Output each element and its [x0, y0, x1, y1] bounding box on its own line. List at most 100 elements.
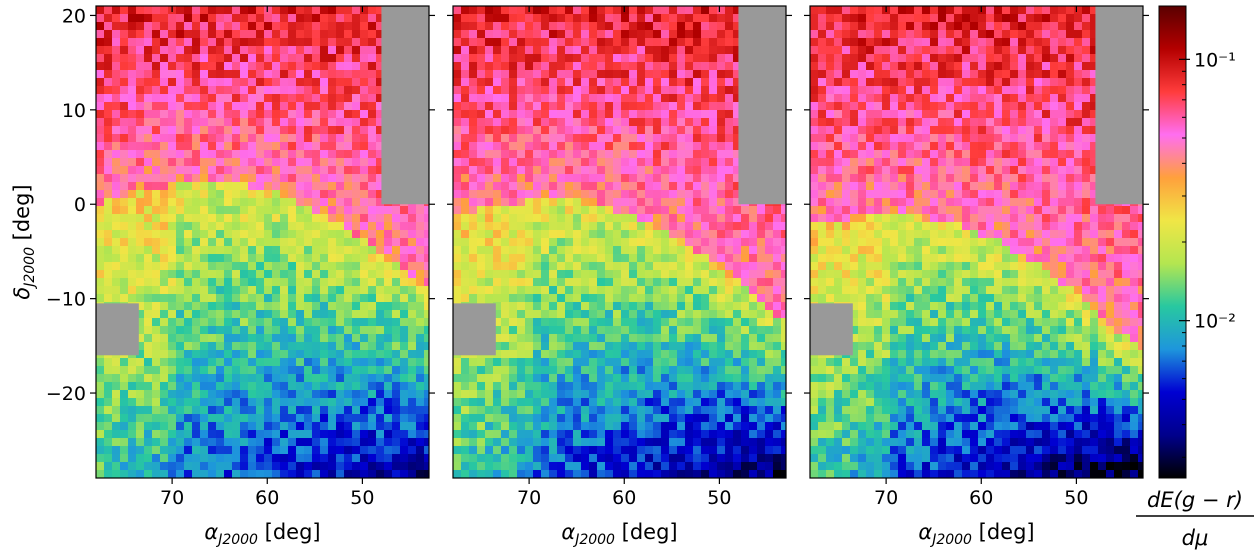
heatmap-cell: [525, 334, 534, 343]
heatmap-cell: [352, 454, 361, 463]
heatmap-cell: [493, 470, 502, 479]
heatmap-cell: [589, 462, 598, 471]
heatmap-cell: [112, 206, 121, 215]
heatmap-cell: [501, 366, 510, 375]
heatmap-cell: [589, 430, 598, 439]
heatmap-cell: [360, 246, 369, 255]
heatmap-cell: [240, 118, 249, 127]
heatmap-cell: [541, 358, 550, 367]
heatmap-cell: [749, 350, 758, 359]
heatmap-cell: [104, 406, 113, 415]
heatmap-cell: [773, 294, 782, 303]
heatmap-cell: [517, 86, 526, 95]
heatmap-cell: [160, 358, 169, 367]
heatmap-cell: [781, 206, 787, 215]
heatmap-cell: [120, 246, 129, 255]
heatmap-cell: [709, 134, 718, 143]
heatmap-cell: [360, 318, 369, 327]
heatmap-cell: [416, 302, 425, 311]
heatmap-cell: [176, 190, 185, 199]
heatmap-cell: [485, 94, 494, 103]
heatmap-cell: [312, 374, 321, 383]
heatmap-cell: [565, 70, 574, 79]
heatmap-cell: [565, 342, 574, 351]
heatmap-cell: [176, 142, 185, 151]
heatmap-cell: [384, 350, 393, 359]
heatmap-cell: [224, 214, 233, 223]
heatmap-cell: [368, 214, 377, 223]
heatmap-cell: [344, 182, 353, 191]
heatmap-cell: [368, 30, 377, 39]
heatmap-cell: [701, 230, 710, 239]
heatmap-cell: [208, 62, 217, 71]
heatmap-cell: [248, 190, 257, 199]
heatmap-cell: [533, 222, 542, 231]
heatmap-cell: [376, 382, 385, 391]
heatmap-cell: [701, 158, 710, 167]
heatmap-cell: [613, 390, 622, 399]
heatmap-cell: [525, 166, 534, 175]
heatmap-cell: [533, 142, 542, 151]
heatmap-cell: [613, 62, 622, 71]
heatmap-cell: [96, 398, 105, 407]
heatmap-cell: [168, 118, 177, 127]
heatmap-cell: [653, 6, 662, 15]
heatmap-cell: [581, 222, 590, 231]
heatmap-cell: [248, 358, 257, 367]
heatmap-cell: [400, 310, 409, 319]
heatmap-cell: [248, 54, 257, 63]
heatmap-cell: [725, 166, 734, 175]
heatmap-cell: [549, 310, 558, 319]
heatmap-cell: [168, 254, 177, 263]
heatmap-cell: [557, 262, 566, 271]
heatmap-cell: [392, 366, 401, 375]
heatmap-cell: [685, 222, 694, 231]
heatmap-cell: [128, 374, 137, 383]
heatmap-cell: [597, 6, 606, 15]
heatmap-cell: [208, 278, 217, 287]
heatmap-cell: [400, 462, 409, 471]
heatmap-cell: [477, 438, 486, 447]
heatmap-cell: [485, 470, 494, 479]
heatmap-cell: [533, 454, 542, 463]
heatmap-cell: [352, 126, 361, 135]
heatmap-cell: [160, 62, 169, 71]
heatmap-cell: [296, 6, 305, 15]
heatmap-cell: [629, 54, 638, 63]
heatmap-cell: [645, 446, 654, 455]
heatmap-cell: [541, 174, 550, 183]
heatmap-cell: [461, 294, 470, 303]
heatmap-cell: [701, 382, 710, 391]
heatmap-cell: [693, 94, 702, 103]
heatmap-cell: [781, 342, 787, 351]
heatmap-cell: [469, 190, 478, 199]
heatmap-cell: [637, 206, 646, 215]
heatmap-cell: [176, 238, 185, 247]
heatmap-cell: [192, 86, 201, 95]
heatmap-cell: [216, 254, 225, 263]
heatmap-cell: [216, 166, 225, 175]
heatmap-cell: [240, 150, 249, 159]
heatmap-cell: [312, 302, 321, 311]
heatmap-cell: [517, 6, 526, 15]
heatmap-cell: [96, 70, 105, 79]
heatmap-cell: [360, 334, 369, 343]
heatmap-cell: [669, 70, 678, 79]
heatmap-cell: [733, 446, 742, 455]
heatmap-cell: [573, 374, 582, 383]
heatmap-cell: [312, 238, 321, 247]
heatmap-cell: [709, 390, 718, 399]
heatmap-cell: [589, 126, 598, 135]
heatmap-cell: [328, 414, 337, 423]
heatmap-cell: [605, 22, 614, 31]
heatmap-cell: [200, 374, 209, 383]
heatmap-cell: [152, 366, 161, 375]
heatmap-cell: [701, 70, 710, 79]
heatmap-cell: [461, 86, 470, 95]
heatmap-cell: [685, 406, 694, 415]
heatmap-cell: [629, 358, 638, 367]
heatmap-cell: [160, 438, 169, 447]
heatmap-cell: [192, 110, 201, 119]
heatmap-cell: [400, 254, 409, 263]
